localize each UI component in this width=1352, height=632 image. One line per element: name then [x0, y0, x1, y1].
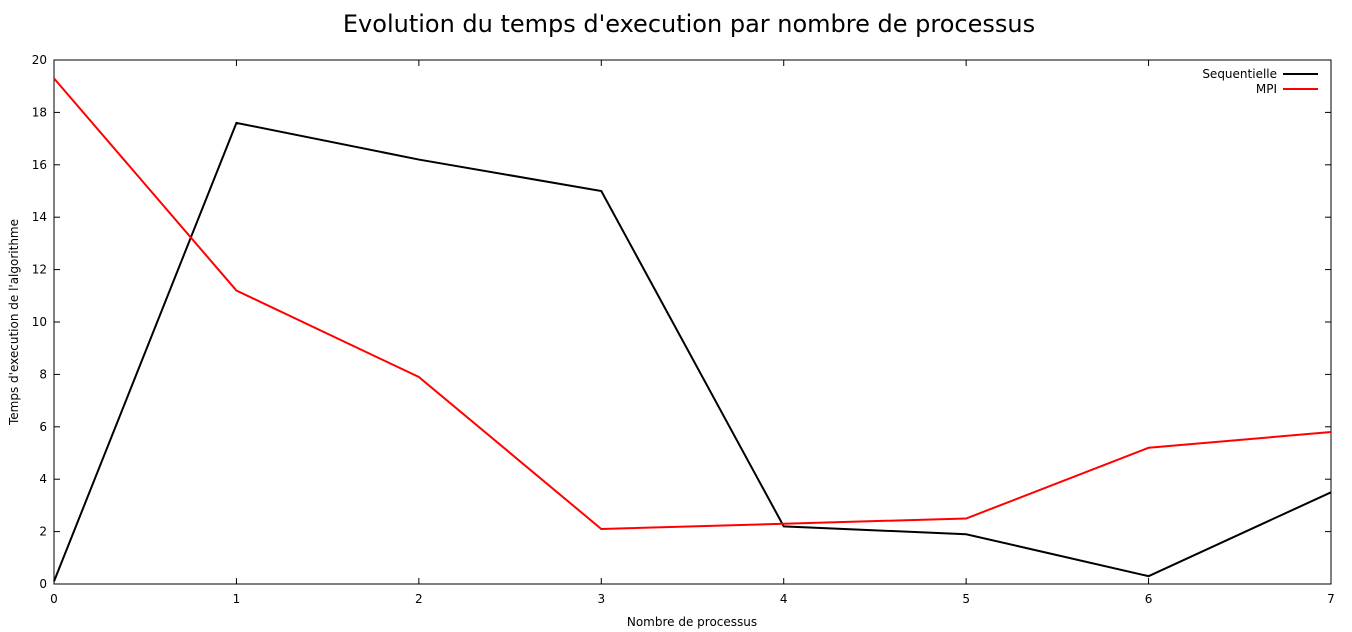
chart-title: Evolution du temps d'execution par nombr… [343, 10, 1035, 38]
y-tick-label: 20 [32, 53, 47, 67]
y-tick-label: 8 [39, 367, 47, 381]
x-tick-label: 7 [1327, 592, 1335, 606]
x-tick-label: 0 [50, 592, 58, 606]
x-tick-label: 6 [1145, 592, 1153, 606]
x-tick-label: 2 [415, 592, 423, 606]
x-tick-label: 5 [962, 592, 970, 606]
x-tick-label: 4 [780, 592, 788, 606]
y-tick-label: 10 [32, 315, 47, 329]
series-line-sequentielle [53, 121, 1332, 582]
y-axis-label: Temps d'execution de l'algorithme [7, 219, 21, 426]
y-tick-label: 18 [32, 105, 47, 119]
y-tick-label: 14 [32, 210, 47, 224]
series-lines [53, 77, 1332, 582]
y-tick-label: 2 [39, 525, 47, 539]
x-tick-label: 3 [597, 592, 605, 606]
x-axis-label: Nombre de processus [627, 615, 757, 629]
y-tick-label: 0 [39, 577, 47, 591]
y-tick-label: 12 [32, 263, 47, 277]
x-tick-label: 1 [233, 592, 241, 606]
series-line-mpi [53, 77, 1332, 530]
plot-frame [53, 59, 1332, 585]
y-tick-label: 4 [39, 472, 47, 486]
legend-label-sequentielle: Sequentielle [1202, 67, 1277, 81]
y-tick-label: 16 [32, 158, 47, 172]
legend-label-mpi: MPI [1256, 82, 1277, 96]
y-tick-label: 6 [39, 420, 47, 434]
